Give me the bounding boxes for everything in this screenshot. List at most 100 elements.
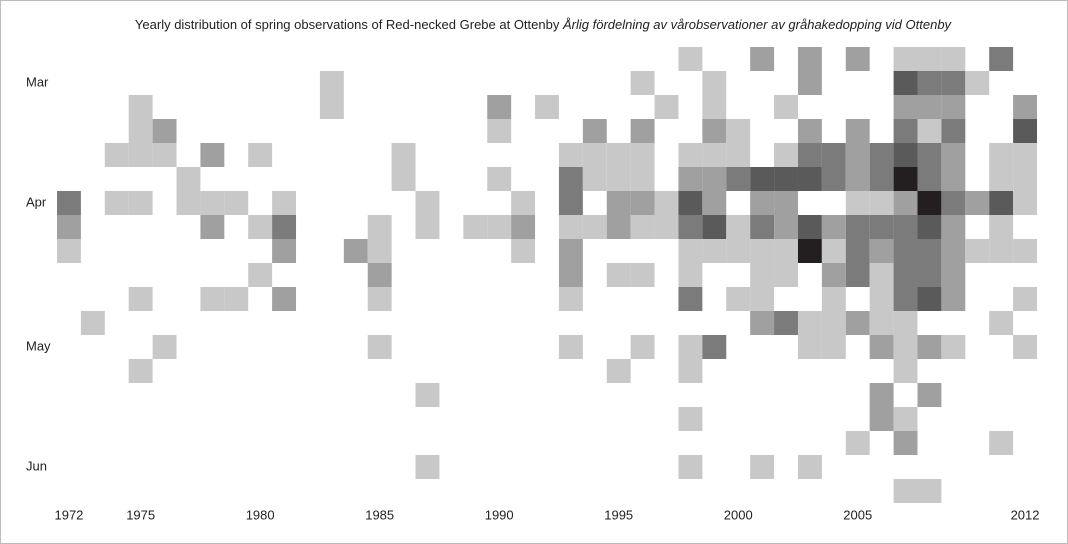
heat-cell <box>726 239 751 263</box>
heat-cell <box>176 191 201 215</box>
heat-cell <box>941 71 966 95</box>
heat-cell <box>821 167 846 191</box>
x-tick-label: 2012 <box>1011 507 1040 522</box>
heat-cell <box>941 239 966 263</box>
heat-cell <box>57 215 81 239</box>
heat-cell <box>57 191 81 215</box>
heat-cell <box>415 191 440 215</box>
heat-cell <box>774 143 798 167</box>
heat-cell <box>893 119 918 143</box>
heat-cell <box>917 287 942 311</box>
heat-cell <box>845 47 870 71</box>
heat-cell <box>797 455 822 479</box>
heat-cell <box>869 383 894 407</box>
heat-cell <box>893 263 918 287</box>
heat-cell <box>845 263 870 287</box>
heat-cell <box>965 71 990 95</box>
heat-cell <box>128 359 153 383</box>
heat-cell <box>917 71 942 95</box>
heat-cell <box>726 167 751 191</box>
heat-cell <box>630 191 655 215</box>
heat-cell <box>893 311 918 335</box>
heat-cell <box>558 263 583 287</box>
heat-cell <box>272 287 297 311</box>
heat-cell <box>702 143 727 167</box>
heat-cell <box>367 239 392 263</box>
title: Yearly distribution of spring observatio… <box>135 17 560 32</box>
heat-cell <box>319 95 344 119</box>
heat-cell <box>774 167 798 191</box>
heat-cell <box>272 239 297 263</box>
heat-cell <box>200 215 225 239</box>
heat-cell <box>917 167 942 191</box>
heat-cell <box>200 287 225 311</box>
heat-cell <box>128 95 153 119</box>
heat-cell <box>965 239 990 263</box>
heat-cell <box>774 215 798 239</box>
heat-cell <box>343 239 368 263</box>
heat-cell <box>367 263 392 287</box>
heat-cell <box>941 215 966 239</box>
heat-cell <box>750 191 775 215</box>
heat-cell <box>80 311 105 335</box>
heat-cell <box>415 215 440 239</box>
heat-cell <box>941 167 966 191</box>
heat-cell <box>797 311 822 335</box>
heat-cell <box>487 119 512 143</box>
heat-cell <box>893 407 918 431</box>
heat-cell <box>989 215 1014 239</box>
heat-cell <box>272 215 297 239</box>
x-tick-label: 2000 <box>724 507 753 522</box>
x-tick-label: 1985 <box>365 507 394 522</box>
heat-cell <box>248 143 273 167</box>
heat-cell <box>367 335 392 359</box>
heat-cell <box>965 191 990 215</box>
heat-cell <box>678 287 703 311</box>
heat-cell <box>797 167 822 191</box>
heat-cell <box>487 215 512 239</box>
heat-cell <box>845 239 870 263</box>
heat-cell <box>774 95 798 119</box>
heat-cell <box>702 71 727 95</box>
heat-cell <box>917 215 942 239</box>
heat-cell <box>391 167 416 191</box>
heat-cell <box>200 143 225 167</box>
heat-cell <box>702 335 727 359</box>
heat-cell <box>702 239 727 263</box>
heat-cell <box>797 143 822 167</box>
heat-cell <box>797 215 822 239</box>
heat-cell <box>869 287 894 311</box>
heat-cell <box>941 143 966 167</box>
heat-cell <box>726 119 751 143</box>
heat-cell <box>57 239 81 263</box>
heat-cell <box>821 263 846 287</box>
heat-cell <box>391 143 416 167</box>
heat-cell <box>415 383 440 407</box>
heat-cell <box>869 215 894 239</box>
heat-cell <box>582 167 607 191</box>
heat-cell <box>893 95 918 119</box>
heat-cell <box>917 263 942 287</box>
heat-cell <box>821 239 846 263</box>
heat-cell <box>821 287 846 311</box>
heat-cell <box>941 335 966 359</box>
heat-cell <box>989 311 1014 335</box>
heat-cell <box>654 95 679 119</box>
heat-cell <box>869 311 894 335</box>
heat-cell <box>558 191 583 215</box>
heat-cell <box>511 191 536 215</box>
heat-cell <box>845 143 870 167</box>
heat-cell <box>367 215 392 239</box>
heat-cell <box>893 47 918 71</box>
heat-cell <box>630 263 655 287</box>
heat-cell <box>726 287 751 311</box>
heat-cell <box>893 479 918 503</box>
heat-cell <box>821 335 846 359</box>
heat-cell <box>511 215 536 239</box>
heat-cell <box>917 479 942 503</box>
heat-cell <box>702 167 727 191</box>
heat-cell <box>989 143 1014 167</box>
heat-cell <box>797 119 822 143</box>
heat-cell <box>750 239 775 263</box>
heat-cell <box>893 239 918 263</box>
